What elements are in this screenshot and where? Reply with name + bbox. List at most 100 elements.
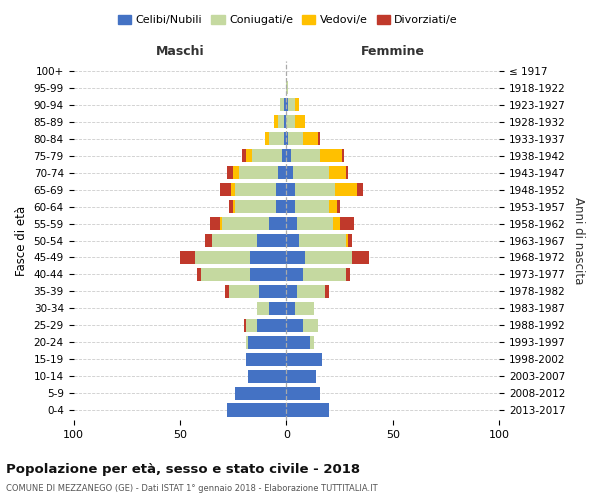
Bar xyxy=(286,352,322,366)
Bar xyxy=(269,217,286,230)
Bar xyxy=(257,318,286,332)
Text: Popolazione per età, sesso e stato civile - 2018: Popolazione per età, sesso e stato civil… xyxy=(6,462,360,475)
Bar xyxy=(329,166,346,179)
Bar xyxy=(242,149,246,162)
Text: COMUNE DI MEZZANEGO (GE) - Dati ISTAT 1° gennaio 2018 - Elaborazione TUTTITALIA.: COMUNE DI MEZZANEGO (GE) - Dati ISTAT 1°… xyxy=(6,484,377,493)
Bar xyxy=(269,302,286,315)
Bar xyxy=(278,166,286,179)
Bar xyxy=(246,352,286,366)
Bar xyxy=(233,166,239,179)
Bar xyxy=(286,302,295,315)
Bar xyxy=(325,285,329,298)
Bar xyxy=(180,251,195,264)
Bar xyxy=(286,132,289,145)
Bar xyxy=(352,251,369,264)
Bar xyxy=(269,132,284,145)
Bar xyxy=(257,302,269,315)
Bar xyxy=(348,234,352,247)
Bar xyxy=(231,183,235,196)
Bar xyxy=(250,268,286,281)
Bar xyxy=(295,98,299,112)
Bar xyxy=(284,132,286,145)
Bar xyxy=(212,234,257,247)
Bar xyxy=(297,217,333,230)
Bar xyxy=(223,217,269,230)
Bar xyxy=(286,386,320,400)
Bar xyxy=(275,200,286,213)
Text: Femmine: Femmine xyxy=(361,45,425,58)
Bar xyxy=(248,336,286,349)
Bar xyxy=(295,115,305,128)
Bar xyxy=(286,285,297,298)
Bar xyxy=(341,149,344,162)
Bar xyxy=(275,183,286,196)
Bar xyxy=(346,234,348,247)
Bar xyxy=(205,234,212,247)
Bar xyxy=(210,217,220,230)
Bar xyxy=(195,251,250,264)
Bar xyxy=(337,200,340,213)
Bar xyxy=(286,149,290,162)
Bar xyxy=(290,149,320,162)
Bar xyxy=(244,318,246,332)
Bar xyxy=(286,318,304,332)
Bar xyxy=(295,200,329,213)
Bar xyxy=(286,336,310,349)
Bar xyxy=(259,285,286,298)
Bar xyxy=(278,115,284,128)
Bar xyxy=(304,318,318,332)
Bar xyxy=(333,217,340,230)
Bar xyxy=(252,149,282,162)
Bar xyxy=(239,166,278,179)
Y-axis label: Anni di nascita: Anni di nascita xyxy=(572,197,585,284)
Bar xyxy=(233,200,235,213)
Bar xyxy=(274,115,278,128)
Y-axis label: Fasce di età: Fasce di età xyxy=(15,206,28,276)
Bar xyxy=(235,200,275,213)
Bar xyxy=(265,132,269,145)
Bar xyxy=(201,268,250,281)
Bar xyxy=(310,336,314,349)
Bar xyxy=(250,251,286,264)
Bar xyxy=(295,183,335,196)
Bar xyxy=(293,166,329,179)
Bar xyxy=(318,132,320,145)
Bar xyxy=(286,234,299,247)
Bar xyxy=(335,183,356,196)
Bar xyxy=(286,217,297,230)
Legend: Celibi/Nubili, Coniugati/e, Vedovi/e, Divorziati/e: Celibi/Nubili, Coniugati/e, Vedovi/e, Di… xyxy=(113,10,463,30)
Bar xyxy=(224,285,229,298)
Bar xyxy=(227,404,286,416)
Bar xyxy=(286,115,295,128)
Bar xyxy=(257,234,286,247)
Bar xyxy=(299,234,346,247)
Bar xyxy=(197,268,201,281)
Bar xyxy=(346,166,348,179)
Bar xyxy=(280,98,284,112)
Bar xyxy=(289,132,304,145)
Bar xyxy=(246,336,248,349)
Bar xyxy=(235,386,286,400)
Bar xyxy=(304,268,346,281)
Bar xyxy=(340,217,355,230)
Bar xyxy=(320,149,341,162)
Bar xyxy=(286,404,329,416)
Text: Maschi: Maschi xyxy=(155,45,204,58)
Bar xyxy=(286,98,289,112)
Bar xyxy=(229,200,233,213)
Bar xyxy=(248,370,286,383)
Bar xyxy=(356,183,363,196)
Bar xyxy=(282,149,286,162)
Bar xyxy=(346,268,350,281)
Bar xyxy=(220,183,231,196)
Bar xyxy=(286,183,295,196)
Bar xyxy=(284,98,286,112)
Bar xyxy=(289,98,295,112)
Bar xyxy=(229,285,259,298)
Bar xyxy=(235,183,275,196)
Bar xyxy=(286,81,289,94)
Bar xyxy=(304,132,318,145)
Bar xyxy=(227,166,233,179)
Bar xyxy=(295,302,314,315)
Bar xyxy=(329,200,337,213)
